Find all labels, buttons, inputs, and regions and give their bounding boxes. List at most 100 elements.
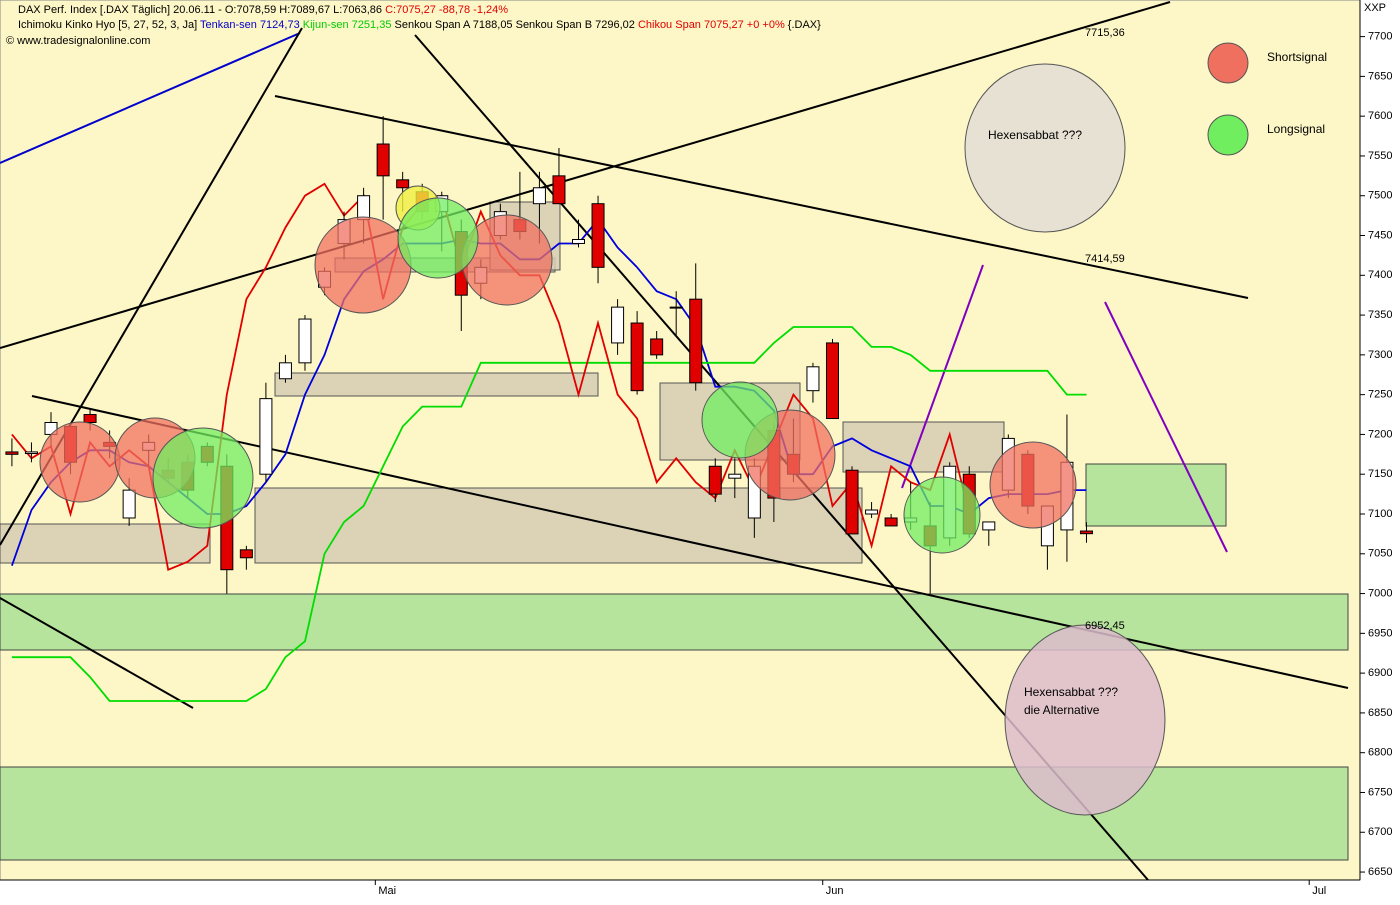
candle-body (825, 342, 839, 420)
support-zone (0, 593, 1349, 651)
candle-body (5, 451, 19, 455)
candle-body (708, 465, 722, 495)
candle-body (278, 362, 292, 380)
long-signal (903, 476, 981, 554)
y-tick-label: 7350 (1368, 309, 1392, 321)
legend-label: Longsignal (1267, 122, 1325, 136)
axis-corner: XXP (1364, 2, 1386, 14)
candle-body (982, 521, 996, 531)
short-signal (314, 216, 412, 314)
y-tick-label: 7250 (1368, 389, 1392, 401)
signals (39, 63, 1166, 816)
header-part: Senkou Span A 7188,05 Senkou Span B 7296… (395, 19, 638, 31)
y-tick-label: 7100 (1368, 508, 1392, 520)
long-signal (152, 427, 254, 529)
short-signal (39, 421, 121, 503)
long-signal (701, 381, 779, 459)
y-tick-label: 6800 (1368, 747, 1392, 759)
y-tick-label: 6900 (1368, 667, 1392, 679)
scenario-label: Hexensabbat ??? (988, 128, 1082, 142)
candle-body (122, 489, 136, 519)
candle-body (24, 451, 38, 455)
gap-zone (0, 523, 211, 564)
trend-line (0, 1, 1171, 349)
candle-body (611, 306, 625, 344)
scenario-ellipse (964, 63, 1126, 233)
candle-body (239, 549, 253, 559)
candle-body (298, 318, 312, 364)
x-tick-label: Mai (378, 885, 396, 897)
gap-zone (274, 372, 599, 397)
candle-body (259, 398, 273, 475)
candle-body (552, 175, 566, 205)
trend-line (0, 597, 194, 709)
candle-body (884, 517, 898, 527)
trend-line (31, 395, 1349, 689)
x-tick-label: Jun (826, 885, 844, 897)
header-part: Tenkan-sen 7124,73 (200, 19, 303, 31)
scenario-ellipse (1004, 624, 1166, 816)
annotations: 7715,36 7414,59 6952,45 Hexensabbat ??? … (6, 2, 1386, 717)
y-tick-label: 6650 (1368, 866, 1392, 878)
gap-zone (254, 487, 863, 564)
level-label: 6952,45 (1085, 620, 1125, 632)
candle-body (806, 366, 820, 392)
header-part: C:7075,27 -88,78 -1,24% (385, 4, 508, 16)
candle-body (669, 306, 683, 309)
candle-body (630, 322, 644, 392)
candle-body (357, 195, 371, 221)
header-part: Chikou Span 7075,27 +0 +0% (638, 19, 788, 31)
legend: Shortsignal Longsignal (1207, 42, 1327, 156)
header-part: DAX Perf. Index [.DAX Täglich] 20.06.11 … (18, 4, 385, 16)
header-line: Ichimoku Kinko Hyo [5, 27, 52, 3, Ja] Te… (18, 19, 821, 31)
y-tick-label: 7550 (1368, 150, 1392, 162)
y-tick-label: 6700 (1368, 826, 1392, 838)
header-part: {.DAX} (788, 19, 821, 31)
y-tick-label: 7200 (1368, 428, 1392, 440)
legend-marker (1207, 42, 1249, 84)
y-tick-label: 7300 (1368, 349, 1392, 361)
level-label: 7715,36 (1085, 27, 1125, 39)
candle-body (728, 473, 742, 479)
y-tick-label: 7050 (1368, 548, 1392, 560)
y-tick-label: 7450 (1368, 229, 1392, 241)
candle-body (83, 414, 97, 423)
y-tick-label: 6750 (1368, 786, 1392, 798)
target-zone (1085, 463, 1227, 527)
legend-label: Shortsignal (1267, 50, 1327, 64)
candle-body (591, 203, 605, 268)
level-label: 7414,59 (1085, 253, 1125, 265)
projection-line (1104, 301, 1228, 553)
candle-body (845, 469, 859, 535)
projection-line (901, 264, 984, 489)
candle-body (532, 187, 546, 205)
y-tick-label: 7000 (1368, 587, 1392, 599)
y-tick-label: 7400 (1368, 269, 1392, 281)
y-tick-label: 7600 (1368, 110, 1392, 122)
header-part: Ichimoku Kinko Hyo [5, 27, 52, 3, Ja] (18, 19, 200, 31)
long-signal (397, 197, 479, 279)
copyright: © www.tradesignalonline.com (6, 35, 150, 47)
x-tick-label: Jul (1312, 885, 1326, 897)
header-part: Kijun-sen 7251,35 (303, 19, 395, 31)
scenario-label: Hexensabbat ??? (1024, 685, 1118, 699)
legend-marker (1207, 114, 1249, 156)
candle-body (650, 338, 664, 356)
scenario-label: die Alternative (1024, 703, 1100, 717)
short-signal (989, 441, 1077, 529)
candle-body (689, 298, 703, 384)
trend-line (0, 32, 301, 164)
y-tick-label: 6950 (1368, 627, 1392, 639)
y-tick-label: 7650 (1368, 70, 1392, 82)
candle-body (396, 179, 410, 189)
y-tick-label: 7500 (1368, 190, 1392, 202)
candle-body (1079, 530, 1093, 535)
header-line: DAX Perf. Index [.DAX Täglich] 20.06.11 … (18, 4, 508, 16)
candle-body (865, 509, 879, 515)
y-tick-label: 7150 (1368, 468, 1392, 480)
y-tick-label: 6850 (1368, 707, 1392, 719)
trend-line (274, 95, 1249, 299)
candle-body (572, 238, 586, 244)
